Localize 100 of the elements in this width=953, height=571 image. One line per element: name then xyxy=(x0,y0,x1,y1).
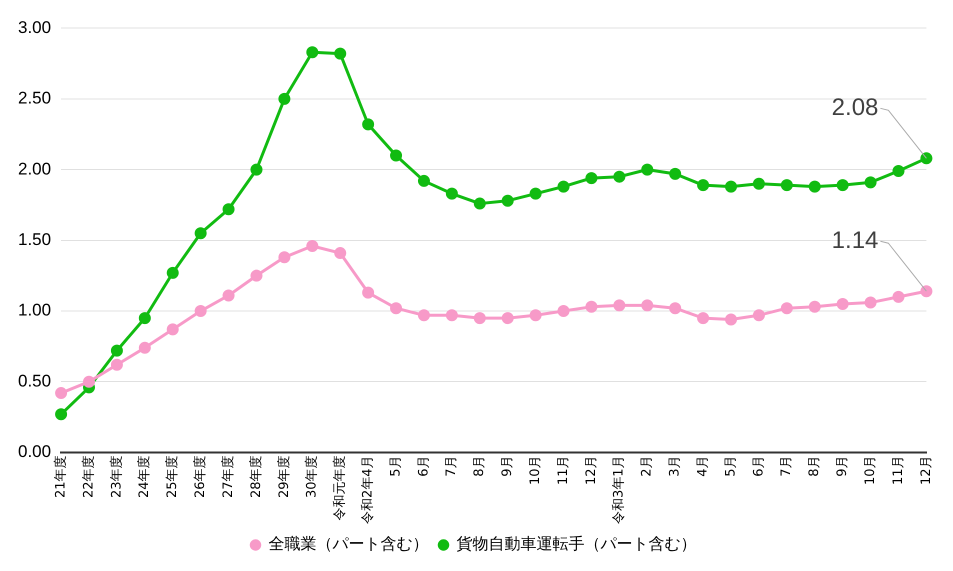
x-tick-label: 22年度 xyxy=(80,455,96,498)
x-tick-label: 6月 xyxy=(751,455,766,477)
x-tick-label: 10月 xyxy=(862,455,878,486)
point xyxy=(250,164,262,176)
x-tick-label: 27年度 xyxy=(220,455,236,498)
point xyxy=(166,266,179,279)
x-tick-label: 3月 xyxy=(668,455,683,477)
point xyxy=(362,286,374,299)
point xyxy=(836,179,849,192)
point xyxy=(725,180,738,193)
point xyxy=(222,289,235,302)
point xyxy=(502,312,514,324)
point xyxy=(83,376,95,388)
x-tick-label: 8月 xyxy=(472,455,488,477)
point xyxy=(166,323,179,336)
point xyxy=(222,203,235,216)
x-tick-label: 2月 xyxy=(640,455,655,477)
point xyxy=(558,180,570,193)
point xyxy=(808,180,821,193)
y-tick-label: 0.50 xyxy=(18,371,52,390)
x-tick-label: 12月 xyxy=(918,455,934,486)
point xyxy=(725,314,738,326)
x-tick-label: 6月 xyxy=(416,455,432,477)
point xyxy=(558,305,570,318)
point xyxy=(530,309,542,322)
x-tick-label: 9月 xyxy=(835,455,850,477)
point xyxy=(697,179,710,192)
point xyxy=(864,296,877,309)
x-tick-label: 令和3年1月 xyxy=(612,455,627,524)
point xyxy=(502,194,514,207)
point xyxy=(278,92,290,105)
point xyxy=(669,168,682,180)
x-tick-label: 8月 xyxy=(807,455,822,477)
point xyxy=(585,172,598,184)
point xyxy=(780,179,793,192)
x-tick-label: 11月 xyxy=(890,455,906,486)
x-tick-label: 10月 xyxy=(528,455,543,486)
point xyxy=(250,270,262,282)
point xyxy=(892,165,904,178)
x-tick-label: 11月 xyxy=(556,455,571,486)
data-label: 1.14 xyxy=(832,226,878,254)
point xyxy=(808,300,821,313)
point xyxy=(194,227,207,240)
point xyxy=(390,149,402,162)
point xyxy=(920,285,932,298)
x-tick-label: 26年度 xyxy=(192,455,208,498)
point xyxy=(530,188,542,200)
x-tick-label: 5月 xyxy=(723,455,738,477)
point xyxy=(110,358,123,371)
point xyxy=(669,302,682,314)
point xyxy=(752,178,765,190)
point xyxy=(306,240,318,252)
x-tick-label: 23年度 xyxy=(108,455,124,498)
point xyxy=(613,170,626,183)
y-tick-label: 1.50 xyxy=(18,230,52,250)
y-tick-label: 0.00 xyxy=(18,442,52,462)
point xyxy=(641,164,654,176)
point xyxy=(362,118,374,130)
x-tick-label: 5月 xyxy=(388,455,404,477)
x-tick-label: 7月 xyxy=(779,455,794,477)
x-tick-label: 9月 xyxy=(500,455,516,477)
point xyxy=(418,309,430,322)
legend-label: 全職業（パート含む） xyxy=(268,534,428,554)
y-tick-label: 3.00 xyxy=(18,18,52,37)
x-tick-label: 7月 xyxy=(444,455,460,477)
point xyxy=(892,290,904,303)
point xyxy=(585,300,598,313)
point xyxy=(55,387,68,400)
x-tick-label: 25年度 xyxy=(164,455,180,498)
x-tick-label: 4月 xyxy=(695,455,710,477)
point xyxy=(474,312,486,324)
point xyxy=(306,46,318,58)
point xyxy=(920,152,932,164)
x-tick-label: 28年度 xyxy=(248,455,264,498)
point xyxy=(194,305,207,318)
point xyxy=(697,312,710,324)
y-tick-label: 2.50 xyxy=(18,88,52,108)
point xyxy=(752,309,765,322)
point xyxy=(110,344,123,357)
x-tick-label: 令和元年度 xyxy=(332,455,348,520)
y-tick-label: 2.00 xyxy=(18,159,52,178)
point xyxy=(864,176,877,188)
y-tick-label: 1.00 xyxy=(18,300,52,320)
point xyxy=(474,198,486,210)
x-tick-label: 令和2年4月 xyxy=(360,455,376,524)
point xyxy=(334,48,346,60)
point xyxy=(446,309,458,322)
point xyxy=(418,174,430,187)
legend-label: 貨物自動車運転手（パート含む） xyxy=(456,534,696,554)
x-tick-label: 21年度 xyxy=(52,455,68,498)
point xyxy=(55,408,68,420)
x-tick-label: 24年度 xyxy=(136,455,152,498)
point xyxy=(334,247,346,260)
point xyxy=(641,299,654,312)
x-tick-label: 29年度 xyxy=(276,455,292,498)
point xyxy=(278,251,290,264)
point xyxy=(836,298,849,310)
x-tick-label: 12月 xyxy=(584,455,599,486)
data-label: 2.08 xyxy=(832,94,878,121)
point xyxy=(446,188,458,200)
